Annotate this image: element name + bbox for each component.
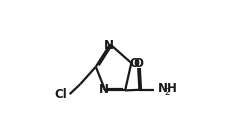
Text: O: O (130, 57, 140, 70)
Text: O: O (134, 57, 144, 70)
Text: N: N (104, 39, 114, 52)
Text: Cl: Cl (55, 88, 67, 101)
Text: NH: NH (157, 82, 177, 95)
Text: N: N (99, 83, 109, 96)
Text: 2: 2 (165, 88, 170, 97)
